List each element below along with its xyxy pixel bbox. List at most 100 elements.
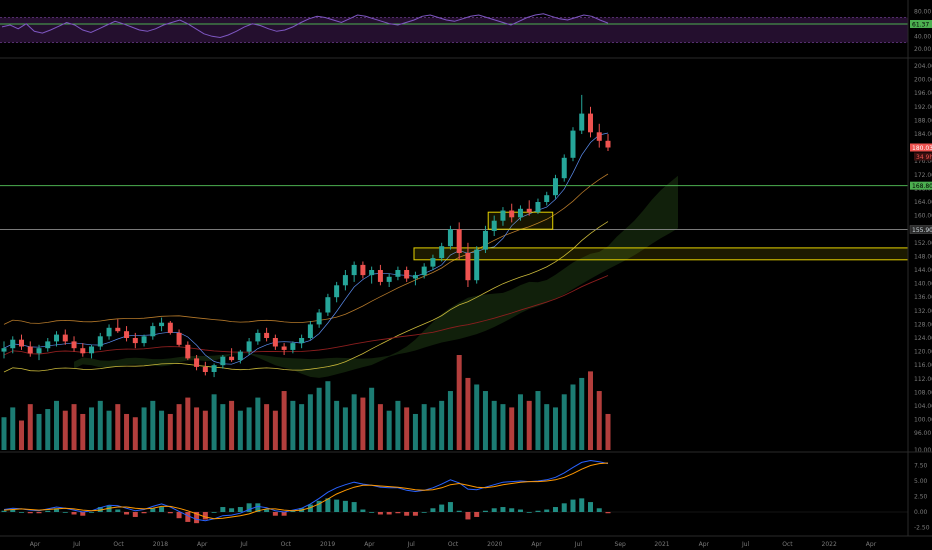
volume-bar bbox=[255, 397, 261, 450]
volume-bar bbox=[54, 400, 60, 450]
macd-histogram-bar bbox=[167, 512, 173, 514]
countdown-tag: 34 9h bbox=[916, 154, 932, 161]
macd-histogram-bar bbox=[377, 512, 383, 515]
macd-histogram-bar bbox=[54, 508, 60, 512]
macd-histogram-bar bbox=[570, 499, 576, 512]
volume-bar bbox=[377, 404, 383, 450]
volume-bar bbox=[316, 387, 322, 450]
candle-body bbox=[36, 348, 42, 354]
price-tick-label: 164.00 bbox=[914, 199, 932, 206]
macd-histogram-bar bbox=[334, 499, 340, 512]
time-tick-label: 2022 bbox=[822, 541, 837, 548]
macd-histogram-bar bbox=[360, 509, 366, 512]
rsi-pane: 80.00 40.00 20.00 61.37 bbox=[0, 8, 932, 53]
price-tick-label: 200.00 bbox=[914, 77, 932, 84]
candle-body bbox=[159, 322, 165, 327]
volume-bar bbox=[474, 384, 480, 450]
macd-histogram-bar bbox=[264, 509, 270, 512]
candle-body bbox=[272, 338, 278, 347]
moving-average-long bbox=[3, 275, 609, 356]
candle-body bbox=[54, 334, 60, 342]
last-price-tag: 180.03 bbox=[912, 145, 932, 152]
macd-histogram-bar bbox=[395, 512, 401, 514]
candle-body bbox=[202, 366, 208, 372]
time-tick-label: 2021 bbox=[654, 541, 669, 548]
candle-body bbox=[185, 344, 191, 359]
candle-body bbox=[211, 365, 217, 372]
macd-histogram-bar bbox=[596, 508, 602, 512]
time-axis: Apr Jul Oct 2018 Apr Jul Oct 2019 Apr Jul Oct 2020 A… bbox=[30, 541, 877, 548]
volume-bar bbox=[421, 404, 427, 450]
volume-bar bbox=[334, 400, 340, 450]
volume-bar bbox=[45, 409, 51, 450]
volume-bar bbox=[185, 397, 191, 450]
price-tick-label: 108.00 bbox=[914, 389, 932, 396]
bollinger-upper bbox=[3, 173, 609, 325]
macd-histogram-bar bbox=[132, 512, 138, 517]
volume-bar bbox=[27, 404, 33, 450]
price-tick-label: 148.00 bbox=[914, 253, 932, 260]
macd-histogram-bar bbox=[421, 512, 427, 513]
price-pane bbox=[0, 94, 909, 450]
macd-histogram-bar bbox=[561, 503, 567, 512]
gray-level-tag: 155.90 bbox=[912, 227, 932, 234]
macd-histogram-bar bbox=[281, 512, 287, 516]
candle-body bbox=[552, 178, 558, 196]
macd-histogram-bar bbox=[386, 512, 392, 515]
volume-bar bbox=[386, 410, 392, 450]
macd-histogram-bar bbox=[80, 512, 86, 516]
time-tick-label: 2020 bbox=[487, 541, 502, 548]
macd-histogram-bar bbox=[237, 507, 243, 512]
candle-body bbox=[360, 264, 366, 276]
volume-bar bbox=[570, 384, 576, 450]
candle-body bbox=[596, 132, 602, 141]
volume-bar bbox=[229, 400, 235, 450]
volume-bar bbox=[1, 417, 7, 450]
volume-bar bbox=[552, 407, 558, 450]
volume-bar bbox=[587, 371, 593, 450]
macd-tick-label: 2.50 bbox=[914, 494, 928, 501]
price-tick-label: 192.00 bbox=[914, 104, 932, 111]
macd-histogram-bar bbox=[456, 510, 462, 512]
time-tick-label: Apr bbox=[699, 541, 710, 548]
time-tick-label: Oct bbox=[782, 541, 793, 548]
macd-histogram-bar bbox=[97, 507, 103, 512]
time-tick-label: 2019 bbox=[320, 541, 335, 548]
candle-body bbox=[544, 195, 550, 202]
macd-tick-label: -2.50 bbox=[914, 525, 930, 532]
gray-level-tag-bg bbox=[909, 225, 932, 234]
candle-body bbox=[579, 113, 585, 131]
macd-histogram-bar bbox=[517, 509, 523, 512]
macd-histogram-bar bbox=[159, 507, 165, 512]
volume-bar bbox=[89, 407, 95, 450]
price-tick-label: 96.00 bbox=[914, 430, 931, 437]
rsi-value-tag: 61.37 bbox=[912, 22, 929, 29]
ichimoku-cloud bbox=[74, 175, 679, 378]
candle-body bbox=[465, 253, 471, 281]
volume-bar bbox=[509, 407, 515, 450]
macd-tick-label: 7.50 bbox=[914, 463, 928, 470]
volume-bar bbox=[220, 404, 226, 450]
macd-histogram-bar bbox=[430, 508, 436, 512]
rsi-tick-label: 20.00 bbox=[914, 46, 931, 53]
price-tick-label: 116.00 bbox=[914, 362, 932, 369]
macd-histogram-bar bbox=[439, 504, 445, 512]
candle-body bbox=[474, 249, 480, 281]
candle-body bbox=[19, 339, 25, 347]
macd-histogram-bar bbox=[115, 509, 121, 512]
candle-body bbox=[97, 336, 103, 347]
candle-body bbox=[535, 202, 541, 213]
macd-line bbox=[3, 459, 609, 522]
volume-bar bbox=[62, 410, 68, 450]
macd-histogram-bar bbox=[316, 500, 322, 512]
macd-histogram-bar bbox=[255, 503, 261, 512]
moving-average-short bbox=[3, 132, 609, 365]
price-tick-label: 112.00 bbox=[914, 376, 932, 383]
macd-histogram-bar bbox=[1, 510, 7, 512]
macd-histogram-bar bbox=[27, 512, 33, 514]
macd-histogram-bar bbox=[106, 505, 112, 512]
time-tick-label: Apr bbox=[30, 541, 41, 548]
rsi-tick-label: 80.00 bbox=[914, 8, 931, 15]
macd-histogram-bar bbox=[552, 507, 558, 512]
